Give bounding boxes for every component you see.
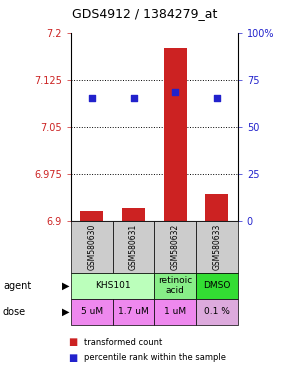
Text: ■: ■ [68, 353, 77, 362]
Bar [164, 48, 187, 221]
Text: GSM580632: GSM580632 [171, 223, 180, 270]
Text: 0.1 %: 0.1 % [204, 307, 230, 316]
Text: 5 uM: 5 uM [81, 307, 103, 316]
Text: GSM580631: GSM580631 [129, 223, 138, 270]
Text: ▶: ▶ [61, 307, 69, 317]
Point [131, 96, 136, 102]
Text: GSM580633: GSM580633 [213, 223, 222, 270]
Point [215, 96, 219, 102]
Point [173, 89, 177, 95]
Bar [80, 211, 103, 221]
Text: retinoic
acid: retinoic acid [158, 276, 192, 295]
Text: ■: ■ [68, 337, 77, 347]
Text: agent: agent [3, 281, 31, 291]
Text: KHS101: KHS101 [95, 281, 130, 290]
Text: GSM580630: GSM580630 [87, 223, 96, 270]
Text: 1 uM: 1 uM [164, 307, 186, 316]
Text: 1.7 uM: 1.7 uM [118, 307, 149, 316]
Text: percentile rank within the sample: percentile rank within the sample [84, 353, 226, 362]
Text: DMSO: DMSO [203, 281, 231, 290]
Text: dose: dose [3, 307, 26, 317]
Bar [122, 208, 145, 221]
Text: GDS4912 / 1384279_at: GDS4912 / 1384279_at [72, 7, 218, 20]
Text: transformed count: transformed count [84, 338, 162, 347]
Point [90, 96, 94, 102]
Text: ▶: ▶ [61, 281, 69, 291]
Bar [206, 194, 229, 221]
